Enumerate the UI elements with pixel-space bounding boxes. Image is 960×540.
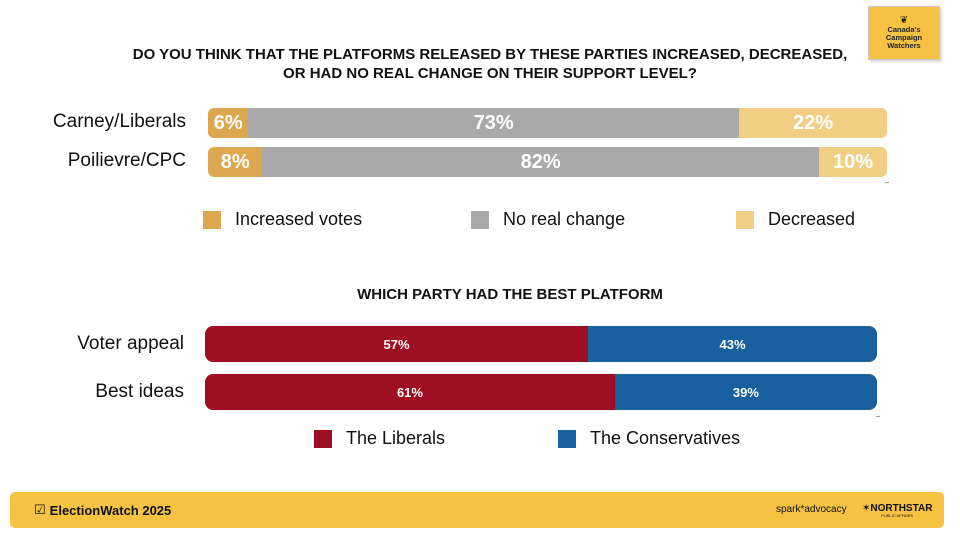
bar-segment-conservatives: 43%: [588, 326, 877, 362]
chart1-row-label-1: Poilievre/CPC: [67, 150, 186, 171]
bar-segment-increased: 8%: [208, 147, 263, 177]
footer-bar: ☑ ElectionWatch 2025 spark*advocacy ✶NOR…: [10, 492, 944, 528]
legend-decreased: Decreased: [736, 209, 855, 230]
legend-liberals: The Liberals: [314, 428, 445, 449]
maple-leaf-icon: ❦: [899, 15, 909, 26]
bar-segment-conservatives: 39%: [614, 374, 877, 410]
legend-swatch-decreased: [736, 210, 754, 229]
bar-segment-liberals: 61%: [205, 374, 615, 410]
legend-label-decreased: Decreased: [768, 209, 856, 229]
legend-swatch-liberals: [314, 429, 332, 448]
chart1-title: DO YOU THINK THAT THE PLATFORMS RELEASED…: [132, 46, 848, 82]
bar-segment-decreased: 22%: [739, 108, 887, 138]
chart2-title: WHICH PARTY HAD THE BEST PLATFORM: [357, 286, 663, 303]
chart2-bar-voter-appeal: 57% 43%: [205, 326, 877, 362]
chart2-row-label-1: Best ideas: [95, 381, 184, 402]
northstar-logo: ✶NORTHSTAR PUBLIC AFFAIRS: [862, 503, 932, 518]
legend-no-change: No real change: [471, 209, 625, 230]
legend-label-conservatives: The Conservatives: [590, 428, 741, 448]
legend-label-liberals: The Liberals: [346, 428, 446, 448]
footer-brand: ☑ ElectionWatch 2025: [34, 502, 171, 518]
legend-increased: Increased votes: [203, 209, 362, 230]
spark-advocacy-logo: spark*advocacy: [776, 504, 847, 515]
bar-segment-increased: 6%: [208, 108, 249, 138]
bar-segment-no-change: 73%: [248, 108, 740, 138]
bar-segment-liberals: 57%: [205, 326, 589, 362]
legend-label-no-change: No real change: [503, 209, 626, 229]
bar-value-label: 57%: [383, 336, 410, 352]
bar-value-label: 43%: [719, 336, 746, 352]
chart1-bar-poilievre: 8% 82% 10%: [208, 147, 887, 177]
logo-text: Canada's Campaign Watchers: [885, 25, 923, 50]
campaign-watchers-logo: ❦ Canada's Campaign Watchers: [868, 6, 940, 60]
bar-value-label: 61%: [396, 384, 423, 400]
chart2-bar-best-ideas: 61% 39%: [205, 374, 877, 410]
bar-value-label: 73%: [473, 111, 514, 134]
bar-segment-decreased: 10%: [819, 147, 887, 177]
bar-value-label: 82%: [520, 150, 561, 173]
bar-segment-no-change: 82%: [262, 147, 820, 177]
bar-value-label: 10%: [833, 150, 874, 173]
chart1-bar-carney: 6% 73% 22%: [208, 108, 887, 138]
axis-tick: [885, 182, 889, 183]
chart2-row-label-0: Voter appeal: [77, 333, 184, 354]
bar-value-label: 22%: [793, 111, 834, 134]
axis-tick: [876, 416, 880, 417]
bar-value-label: 39%: [732, 384, 759, 400]
legend-conservatives: The Conservatives: [558, 428, 740, 449]
northstar-logo-text: ✶NORTHSTAR: [862, 503, 933, 514]
ballot-box-icon: ☑: [34, 502, 46, 517]
bar-value-label: 8%: [220, 150, 250, 173]
legend-swatch-increased: [203, 210, 221, 229]
chart1-row-label-0: Carney/Liberals: [52, 111, 186, 132]
bar-value-label: 6%: [213, 111, 243, 134]
legend-swatch-no-change: [471, 210, 489, 229]
northstar-logo-sub: PUBLIC AFFAIRS: [881, 513, 914, 518]
legend-label-increased: Increased votes: [235, 209, 363, 229]
footer-brand-label: ElectionWatch 2025: [49, 502, 172, 518]
legend-swatch-conservatives: [558, 429, 576, 448]
